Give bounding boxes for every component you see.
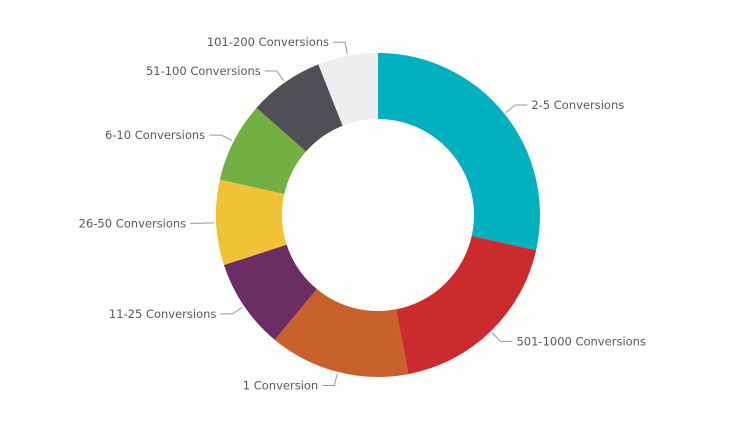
leader-line-11-25-conversions	[220, 306, 243, 315]
slice-1-conversion[interactable]	[274, 288, 409, 377]
slice-26-50-conversions[interactable]	[216, 179, 287, 266]
slice-11-25-conversions[interactable]	[223, 244, 317, 340]
label-6-10-conversions: 6-10 Conversions	[105, 128, 205, 142]
leader-line-101-200-conversions	[333, 41, 348, 54]
label-11-25-conversions: 11-25 Conversions	[109, 307, 217, 321]
labels-group: 2-5 Conversions 501-1000 Conversions 1 Con…	[79, 35, 646, 392]
slices-group	[216, 53, 540, 377]
label-2-5-conversions: 2-5 Conversions	[531, 98, 624, 112]
label-501-1000-conversions: 501-1000 Conversions	[516, 334, 646, 348]
slice-51-100-conversions[interactable]	[256, 64, 343, 152]
leader-line-501-1000-conversions	[491, 332, 513, 342]
slice-501-1000-conversions[interactable]	[395, 235, 537, 375]
leader-line-2-5-conversions	[505, 104, 528, 113]
leader-line-6-10-conversions	[209, 134, 233, 141]
label-101-200-conversions: 101-200 Conversions	[207, 35, 329, 49]
label-51-100-conversions: 51-100 Conversions	[146, 64, 261, 78]
slice-6-10-conversions[interactable]	[219, 107, 306, 195]
leader-line-26-50-conversions	[190, 222, 215, 224]
label-1-conversion: 1 Conversion	[243, 378, 318, 392]
slice-2-5-conversions[interactable]	[378, 53, 540, 251]
label-26-50-conversions: 26-50 Conversions	[79, 216, 187, 230]
leader-line-51-100-conversions	[264, 70, 285, 82]
leader-line-1-conversion	[322, 373, 338, 386]
slice-101-200-conversions[interactable]	[318, 53, 378, 126]
